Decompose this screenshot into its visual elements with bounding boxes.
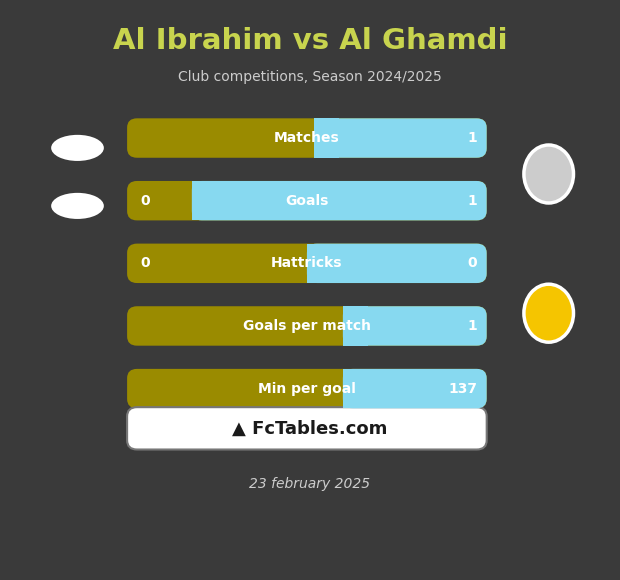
Ellipse shape: [51, 135, 104, 161]
Text: 23 february 2025: 23 february 2025: [249, 477, 371, 491]
Text: 1: 1: [467, 131, 477, 145]
FancyBboxPatch shape: [192, 181, 487, 220]
Text: Goals per match: Goals per match: [243, 319, 371, 333]
FancyBboxPatch shape: [127, 369, 487, 408]
FancyBboxPatch shape: [314, 118, 339, 158]
FancyBboxPatch shape: [307, 244, 487, 283]
FancyBboxPatch shape: [127, 118, 487, 158]
FancyBboxPatch shape: [343, 369, 368, 408]
Text: Club competitions, Season 2024/2025: Club competitions, Season 2024/2025: [178, 70, 442, 84]
Text: 137: 137: [448, 382, 477, 396]
Text: ▲ FcTables.com: ▲ FcTables.com: [232, 419, 388, 437]
FancyBboxPatch shape: [127, 181, 487, 220]
FancyBboxPatch shape: [343, 306, 487, 346]
FancyBboxPatch shape: [127, 407, 487, 450]
FancyBboxPatch shape: [192, 181, 216, 220]
FancyBboxPatch shape: [307, 244, 332, 283]
Ellipse shape: [524, 284, 574, 342]
Text: Al Ibrahim vs Al Ghamdi: Al Ibrahim vs Al Ghamdi: [113, 27, 507, 55]
Text: 0: 0: [467, 256, 477, 270]
FancyBboxPatch shape: [314, 118, 487, 158]
Text: Min per goal: Min per goal: [258, 382, 356, 396]
Ellipse shape: [524, 145, 574, 203]
Ellipse shape: [51, 193, 104, 219]
FancyBboxPatch shape: [343, 369, 487, 408]
Text: 1: 1: [467, 194, 477, 208]
Text: Goals: Goals: [285, 194, 329, 208]
Text: Matches: Matches: [274, 131, 340, 145]
FancyBboxPatch shape: [127, 306, 487, 346]
FancyBboxPatch shape: [127, 244, 487, 283]
Text: 0: 0: [141, 194, 151, 208]
Text: 1: 1: [467, 319, 477, 333]
Text: Hattricks: Hattricks: [271, 256, 343, 270]
FancyBboxPatch shape: [343, 306, 368, 346]
Text: 0: 0: [141, 256, 151, 270]
